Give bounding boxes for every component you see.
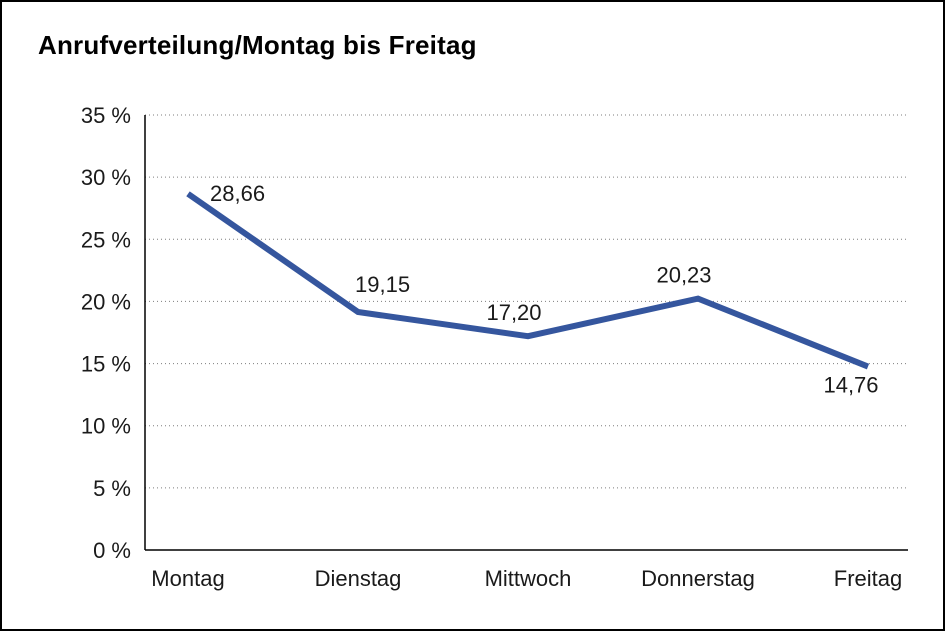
y-tick-label: 15 % <box>81 352 131 377</box>
x-category-label: Donnerstag <box>641 566 755 591</box>
x-category-label: Freitag <box>834 566 902 591</box>
y-tick-label: 20 % <box>81 289 131 314</box>
data-label: 17,20 <box>486 300 541 325</box>
y-tick-label: 25 % <box>81 227 131 252</box>
y-tick-label: 10 % <box>81 414 131 439</box>
data-label: 14,76 <box>823 373 878 398</box>
y-tick-label: 0 % <box>93 538 131 563</box>
chart-title: Anrufverteilung/Montag bis Freitag <box>38 30 477 60</box>
y-tick-label: 5 % <box>93 476 131 501</box>
data-line <box>186 191 870 370</box>
x-category-label: Mittwoch <box>485 566 572 591</box>
x-category-label: Dienstag <box>315 566 402 591</box>
data-label: 19,15 <box>355 272 410 297</box>
y-tick-label: 30 % <box>81 165 131 190</box>
data-label: 28,66 <box>210 181 265 206</box>
x-category-label: Montag <box>151 566 224 591</box>
y-tick-label: 35 % <box>81 103 131 128</box>
data-label: 20,23 <box>656 263 711 288</box>
